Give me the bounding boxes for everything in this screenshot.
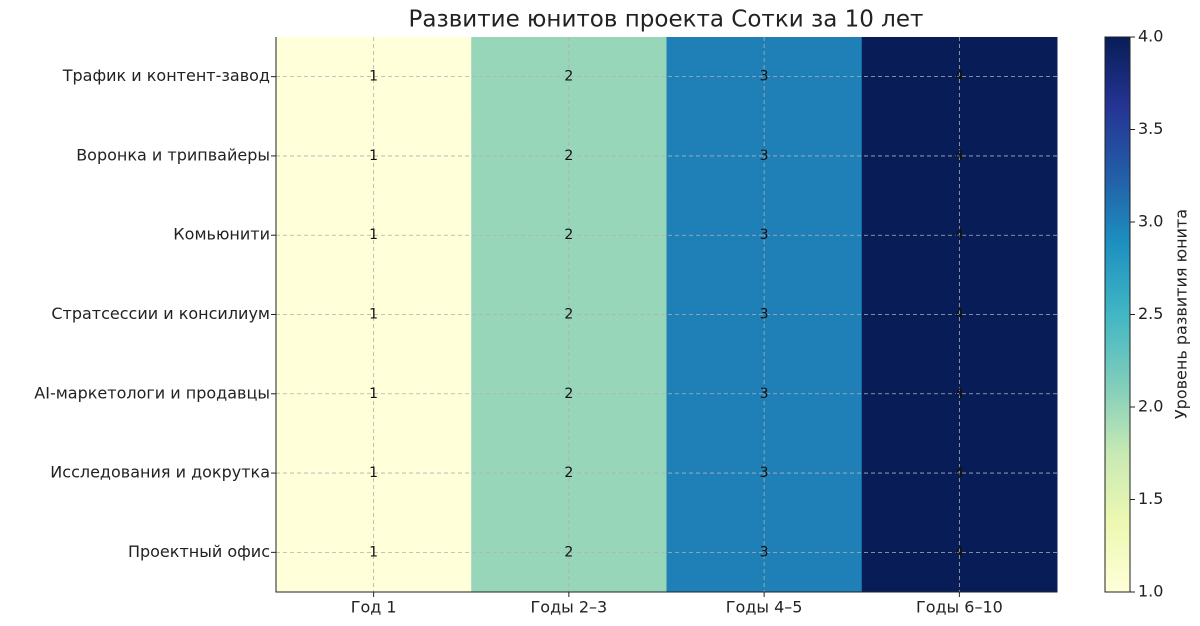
axis-line xyxy=(275,37,1057,593)
cell-label: 4 xyxy=(955,465,964,481)
colorbar-tick-label: 1.5 xyxy=(1138,489,1163,508)
y-tick-label: Исследования и докрутка xyxy=(50,463,270,482)
cell-label: 4 xyxy=(955,69,964,85)
cell-label: 1 xyxy=(369,227,378,243)
cell-label: 2 xyxy=(564,544,573,560)
cell-label: 3 xyxy=(760,148,769,164)
cell-label: 2 xyxy=(564,307,573,323)
chart-title: Развитие юнитов проекта Сотки за 10 лет xyxy=(409,7,924,33)
x-tick-label: Годы 2–3 xyxy=(531,598,608,617)
y-tick-label: Стратсессии и консилиум xyxy=(51,304,270,323)
cell-label: 4 xyxy=(955,227,964,243)
cell-label: 1 xyxy=(369,148,378,164)
cell-label: 4 xyxy=(955,386,964,402)
cell-label: 3 xyxy=(760,227,769,243)
cell-label: 3 xyxy=(760,307,769,323)
cell-label: 1 xyxy=(369,465,378,481)
cell-label: 1 xyxy=(369,69,378,85)
colorbar-tick-label: 3.5 xyxy=(1138,119,1163,138)
cell-label: 2 xyxy=(564,386,573,402)
colorbar-label: Уровень развития юнита xyxy=(1172,209,1191,419)
cell-label: 1 xyxy=(369,386,378,402)
colorbar-tick-label: 1.0 xyxy=(1138,582,1163,601)
x-tick-label: Год 1 xyxy=(351,598,397,617)
cell-label: 3 xyxy=(760,69,769,85)
y-tick-label: Комьюнити xyxy=(173,225,270,244)
cell-label: 3 xyxy=(760,465,769,481)
cell-label: 3 xyxy=(760,544,769,560)
y-tick-label: AI-маркетологи и продавцы xyxy=(34,383,270,402)
cell-label: 2 xyxy=(564,69,573,85)
y-tick-label: Проектный офис xyxy=(128,542,270,561)
cell-label: 4 xyxy=(955,307,964,323)
y-tick-label: Трафик и контент-завод xyxy=(62,66,270,85)
colorbar xyxy=(1104,36,1131,593)
cell-label: 2 xyxy=(564,465,573,481)
colorbar-tick-label: 2.5 xyxy=(1138,304,1163,323)
cell-label: 2 xyxy=(564,148,573,164)
x-tick-label: Годы 4–5 xyxy=(726,598,803,617)
cell-label: 4 xyxy=(955,544,964,560)
colorbar-tick-label: 2.0 xyxy=(1138,397,1163,416)
cell-label: 1 xyxy=(369,544,378,560)
x-tick-label: Годы 6–10 xyxy=(916,598,1003,617)
cell-label: 4 xyxy=(955,148,964,164)
colorbar-tick-label: 3.0 xyxy=(1138,212,1163,231)
y-tick-label: Воронка и трипвайеры xyxy=(76,145,270,164)
cell-label: 1 xyxy=(369,307,378,323)
cell-label: 3 xyxy=(760,386,769,402)
colorbar-tick-label: 4.0 xyxy=(1138,27,1163,46)
cell-label: 2 xyxy=(564,227,573,243)
